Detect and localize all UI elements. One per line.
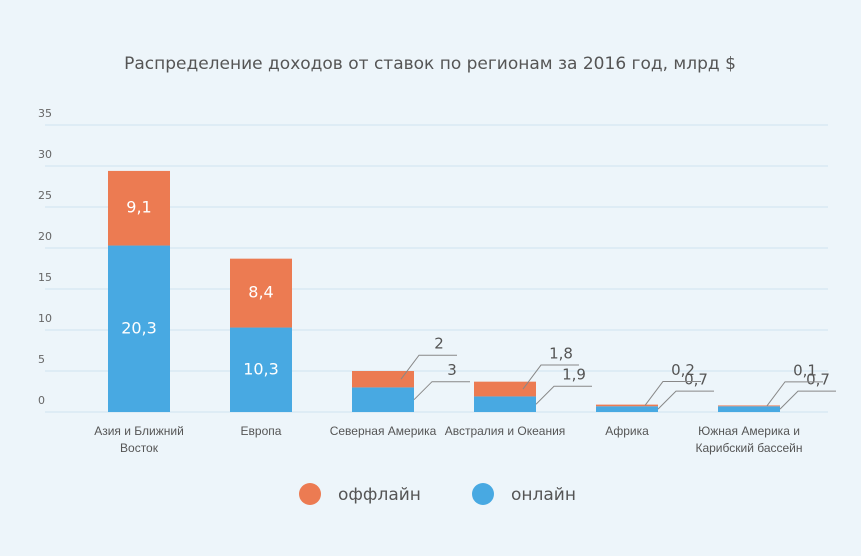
data-label: 0,2 (671, 361, 695, 379)
leader-line (644, 380, 701, 406)
bar-segment (352, 387, 414, 412)
y-tick-label: 25 (38, 189, 52, 202)
x-tick-label: Африка (605, 424, 649, 438)
bar-segment (108, 170, 170, 246)
x-tick-label: Австралия и Океания (444, 424, 566, 438)
legend-marker (472, 483, 494, 505)
x-tick-label: Южная Америка и Карибский бассейн (695, 424, 803, 455)
leader-line (779, 390, 836, 410)
bar-segment (596, 404, 658, 407)
data-label: 9,1 (126, 198, 151, 217)
leader-line (522, 364, 579, 390)
legend-marker (299, 483, 321, 505)
x-tick-label: Азия и Ближний Восток (94, 424, 184, 455)
y-tick-label: 30 (38, 148, 52, 161)
data-label: 2 (434, 335, 444, 353)
data-label: 10,3 (243, 359, 279, 378)
bar-segment (596, 406, 658, 412)
data-label: 0,1 (793, 361, 817, 379)
leader-line (413, 381, 470, 401)
leader-line (766, 381, 823, 407)
bar-segment (718, 406, 780, 412)
leader-line (400, 354, 457, 380)
bar-segment (230, 258, 292, 328)
y-tick-label: 15 (38, 271, 52, 284)
data-label: 8,4 (248, 283, 273, 302)
legend-label: оффлайн (338, 485, 421, 505)
chart-title: Распределение доходов от ставок по регио… (124, 54, 736, 74)
x-tick-label: Европа (240, 424, 282, 438)
y-tick-label: 35 (38, 107, 52, 120)
y-tick-label: 5 (38, 353, 45, 366)
data-label: 3 (447, 361, 457, 379)
bar-segment (352, 371, 414, 388)
y-tick-label: 10 (38, 312, 52, 325)
bar-segment (718, 405, 780, 407)
data-label: 0,7 (684, 371, 708, 389)
data-label: 20,3 (121, 318, 157, 337)
legend-label: онлайн (511, 485, 576, 505)
bar-segment (108, 245, 170, 412)
bar-segment (474, 381, 536, 397)
y-tick-label: 0 (38, 394, 45, 407)
data-label: 1,9 (562, 366, 586, 384)
bar-segment (474, 396, 536, 412)
data-label: 1,8 (549, 345, 573, 363)
leader-line (657, 390, 714, 410)
bar-segment (230, 327, 292, 412)
data-label: 0,7 (806, 371, 830, 389)
leader-line (535, 385, 592, 405)
x-tick-label: Северная Америка (329, 424, 437, 438)
y-tick-label: 20 (38, 230, 52, 243)
